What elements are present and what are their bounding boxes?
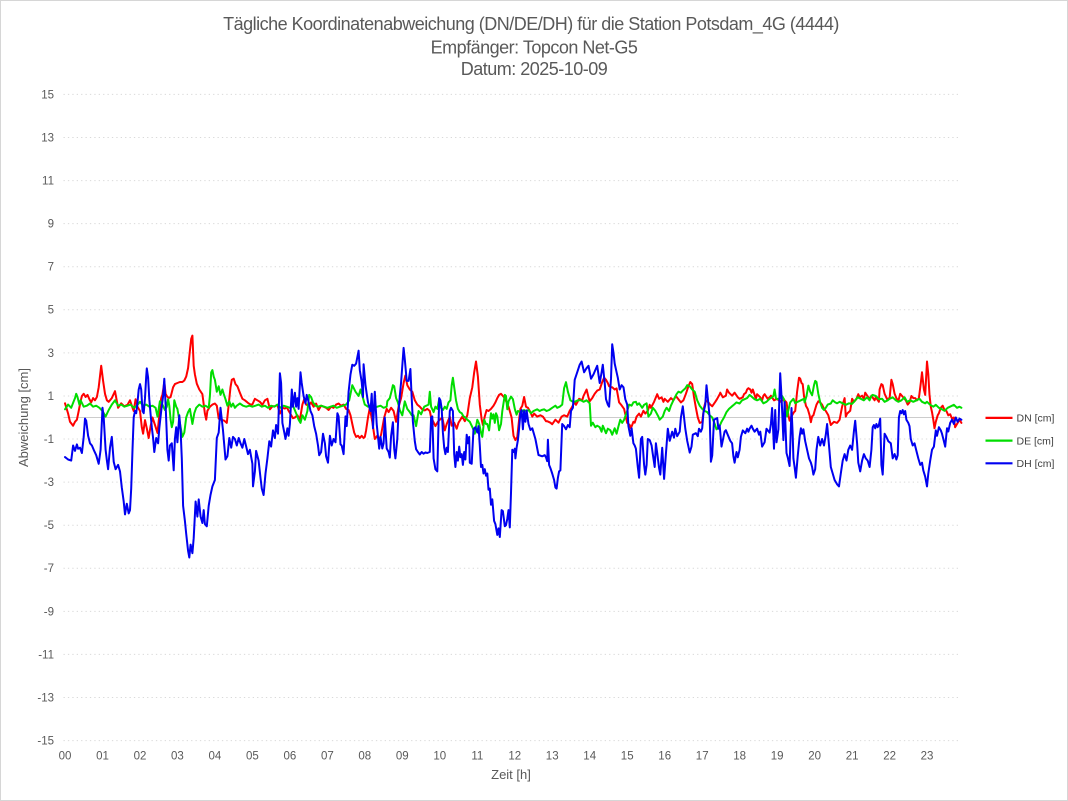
svg-text:11: 11	[471, 751, 483, 763]
svg-text:Zeit [h]: Zeit [h]	[491, 767, 531, 782]
svg-text:23: 23	[921, 751, 934, 763]
svg-text:15: 15	[41, 89, 54, 101]
svg-text:Empfänger: Topcon Net-G5: Empfänger: Topcon Net-G5	[431, 38, 638, 58]
svg-text:22: 22	[883, 751, 896, 763]
svg-text:14: 14	[583, 751, 596, 763]
svg-text:02: 02	[134, 751, 147, 763]
svg-text:13: 13	[546, 751, 559, 763]
svg-text:-15: -15	[37, 736, 54, 748]
svg-text:DH [cm]: DH [cm]	[1017, 458, 1055, 470]
svg-text:DE [cm]: DE [cm]	[1017, 435, 1054, 447]
svg-text:3: 3	[48, 348, 54, 360]
svg-text:11: 11	[42, 176, 54, 188]
svg-text:01: 01	[96, 751, 109, 763]
svg-text:5: 5	[48, 305, 54, 317]
svg-text:Abweichung [cm]: Abweichung [cm]	[16, 368, 31, 467]
svg-text:1: 1	[48, 391, 54, 403]
svg-text:9: 9	[48, 219, 54, 231]
svg-text:17: 17	[696, 751, 709, 763]
svg-text:-1: -1	[44, 434, 54, 446]
svg-text:-11: -11	[38, 649, 54, 661]
svg-text:03: 03	[171, 751, 184, 763]
svg-text:08: 08	[358, 751, 371, 763]
svg-text:-3: -3	[44, 477, 54, 489]
svg-text:-7: -7	[44, 563, 54, 575]
svg-text:-5: -5	[44, 520, 54, 532]
svg-text:07: 07	[321, 751, 334, 763]
svg-text:06: 06	[284, 751, 297, 763]
svg-text:05: 05	[246, 751, 259, 763]
svg-text:7: 7	[48, 262, 54, 274]
svg-text:20: 20	[808, 751, 821, 763]
svg-text:16: 16	[658, 751, 671, 763]
svg-text:21: 21	[846, 751, 859, 763]
svg-text:04: 04	[209, 751, 222, 763]
svg-text:15: 15	[621, 751, 634, 763]
svg-text:00: 00	[59, 751, 72, 763]
svg-text:19: 19	[771, 751, 784, 763]
svg-text:09: 09	[396, 751, 409, 763]
svg-text:18: 18	[733, 751, 746, 763]
svg-text:-13: -13	[37, 692, 54, 704]
svg-text:Tägliche Koordinatenabweichung: Tägliche Koordinatenabweichung (DN/DE/DH…	[223, 14, 839, 35]
svg-text:-9: -9	[44, 606, 54, 618]
svg-text:10: 10	[433, 751, 446, 763]
svg-text:Datum: 2025-10-09: Datum: 2025-10-09	[461, 59, 608, 79]
svg-text:DN [cm]: DN [cm]	[1017, 413, 1055, 425]
svg-text:13: 13	[41, 132, 54, 144]
svg-text:12: 12	[508, 751, 521, 763]
